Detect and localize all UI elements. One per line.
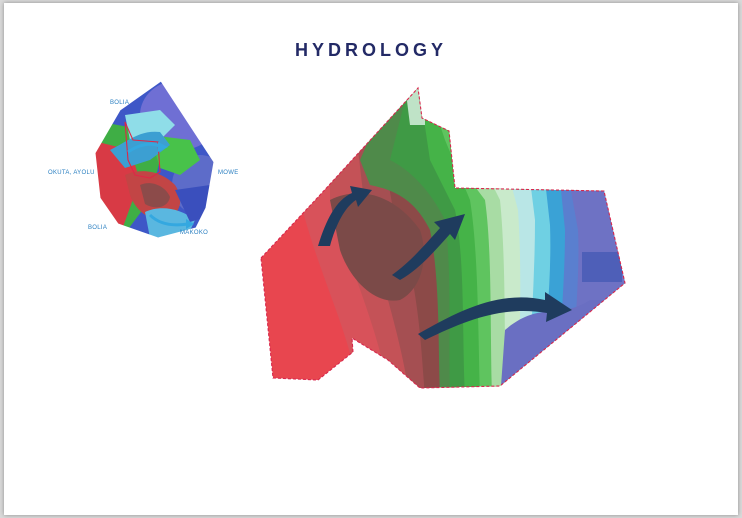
inset-label-right: MOWE bbox=[218, 170, 239, 176]
flow-arrow bbox=[318, 186, 372, 246]
flow-arrow bbox=[392, 214, 465, 280]
site-map bbox=[260, 86, 626, 389]
inset-site-outline bbox=[124, 121, 161, 179]
inset-flow-arrow bbox=[148, 213, 189, 227]
site-boundary bbox=[260, 86, 626, 389]
flow-arrow bbox=[418, 292, 572, 340]
inset-label-bottom: MAKOKO bbox=[180, 230, 209, 236]
inset-flow-arrow bbox=[127, 142, 161, 154]
page-title: HYDROLOGY bbox=[294, 40, 447, 60]
inset-label-bottom-left: BOLIA bbox=[88, 225, 108, 231]
inset-map bbox=[94, 80, 215, 239]
inset-label-left: OKUTA, AYOLU bbox=[48, 170, 95, 176]
inset-label-top: BOLIA bbox=[110, 100, 130, 106]
